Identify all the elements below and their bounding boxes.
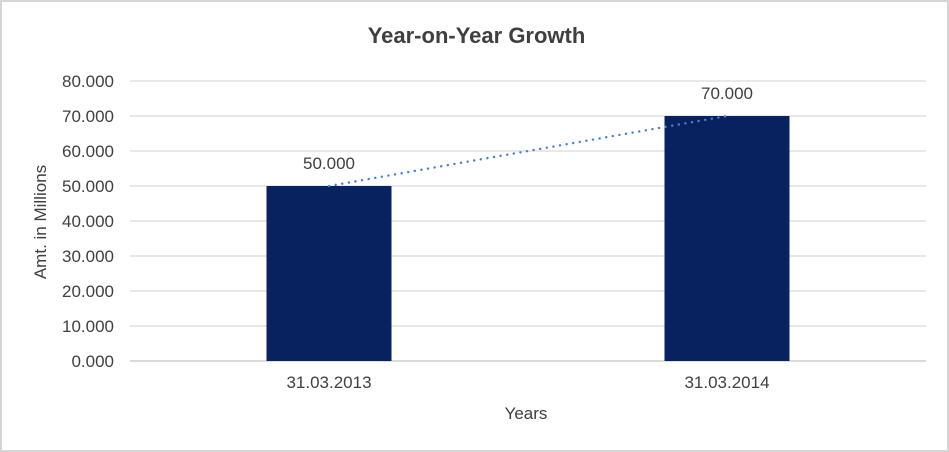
y-tick-label: 60.000 — [62, 142, 114, 161]
chart-title: Year-on-Year Growth — [367, 23, 586, 48]
bar-31.03.2014 — [664, 116, 790, 361]
y-tick-label: 70.000 — [62, 107, 114, 126]
y-tick-label: 40.000 — [62, 212, 114, 231]
trendline — [327, 114, 729, 188]
data-label: 50.000 — [303, 154, 355, 173]
data-label: 70.000 — [701, 84, 753, 103]
y-tick-label: 50.000 — [62, 177, 114, 196]
bar-31.03.2013 — [266, 186, 392, 361]
y-tick-label: 10.000 — [62, 317, 114, 336]
y-tick-label: 20.000 — [62, 282, 114, 301]
y-tick-label: 30.000 — [62, 247, 114, 266]
x-tick-label: 31.03.2013 — [286, 373, 371, 392]
y-tick-label: 80.000 — [62, 72, 114, 91]
x-tick-label: 31.03.2014 — [684, 373, 769, 392]
x-axis-title: Years — [504, 404, 548, 423]
y-tick-label: 0.000 — [71, 352, 114, 371]
